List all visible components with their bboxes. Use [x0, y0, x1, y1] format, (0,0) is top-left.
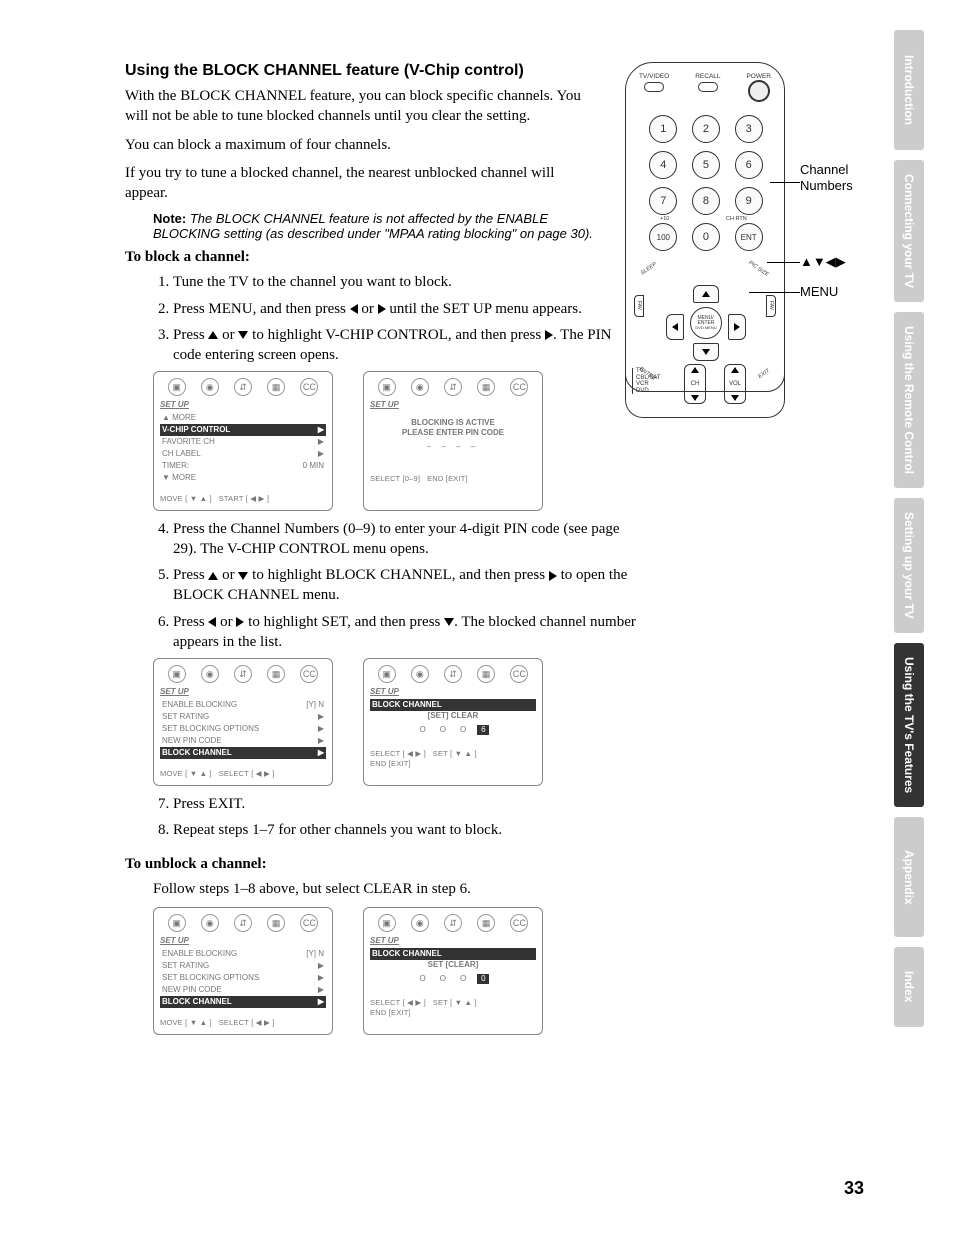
menu-icon: ▣: [378, 378, 396, 396]
remote-num-0: 0: [692, 223, 720, 251]
menu-icon: ▦: [477, 378, 495, 396]
remote-dpad: MENU/ ENTER DVD MENU: [664, 281, 748, 365]
right-arrow-icon: [549, 571, 557, 581]
remote-num-1: 1: [649, 115, 677, 143]
menu-screens-row-2: ▣ ◉ ⇵ ▦ CC SET UP ENABLE BLOCKING[Y] N S…: [153, 658, 830, 785]
menu-icon: ⇵: [444, 665, 462, 683]
note-block: Note: The BLOCK CHANNEL feature is not a…: [153, 211, 603, 241]
menu-icon: ▦: [267, 914, 285, 932]
remote-num-100: 100: [649, 223, 677, 251]
down-arrow-icon: [238, 572, 248, 580]
menu-icon: ⇵: [444, 914, 462, 932]
menu-icon: ◉: [201, 665, 219, 683]
remote-num-6: 6: [735, 151, 763, 179]
menu-icon: ◉: [411, 665, 429, 683]
menu-icon: ◉: [411, 378, 429, 396]
down-arrow-icon: [238, 331, 248, 339]
side-tabs: Introduction Connecting your TV Using th…: [894, 30, 924, 1027]
menu-icon: ▣: [378, 665, 396, 683]
menu-icon: ⇵: [234, 378, 252, 396]
step-5: Press or to highlight BLOCK CHANNEL, and…: [173, 565, 643, 606]
menu-icon: CC: [300, 378, 318, 396]
tab-connecting[interactable]: Connecting your TV: [894, 160, 924, 302]
up-arrow-icon: [208, 331, 218, 339]
menu-icon: CC: [510, 914, 528, 932]
remote-num-8: 8: [692, 187, 720, 215]
menu-screen-block-set: ▣ ◉ ⇵ ▦ CC SET UP BLOCK CHANNEL [SET] CL…: [363, 658, 543, 785]
step-6: Press or to highlight SET, and then pres…: [173, 612, 643, 653]
step-1: Tune the TV to the channel you want to b…: [173, 272, 643, 292]
remote-num-2: 2: [692, 115, 720, 143]
note-label: Note:: [153, 211, 186, 226]
block-steps-list: Tune the TV to the channel you want to b…: [173, 272, 643, 365]
intro-paragraph-2: You can block a maximum of four channels…: [125, 135, 600, 155]
menu-icon: CC: [300, 914, 318, 932]
menu-icon: CC: [510, 665, 528, 683]
tab-index[interactable]: Index: [894, 947, 924, 1027]
menu-icon: ▦: [477, 665, 495, 683]
menu-icon: ⇵: [444, 378, 462, 396]
block-steps-list-end: Press EXIT. Repeat steps 1–7 for other c…: [173, 794, 643, 841]
menu-screens-row-3: ▣ ◉ ⇵ ▦ CC SET UP ENABLE BLOCKING[Y] N S…: [153, 907, 830, 1034]
unblock-channel-heading: To unblock a channel:: [125, 856, 830, 873]
remote-ent: ENT: [735, 223, 763, 251]
remote-num-7: 7: [649, 187, 677, 215]
callout-arrows: ▲▼◀▶: [800, 254, 846, 270]
remote-menu-button: MENU/ ENTER DVD MENU: [690, 307, 722, 339]
right-arrow-icon: [378, 304, 386, 314]
menu-screen-block-list: ▣ ◉ ⇵ ▦ CC SET UP ENABLE BLOCKING[Y] N S…: [153, 658, 333, 785]
remote-num-4: 4: [649, 151, 677, 179]
tab-introduction[interactable]: Introduction: [894, 30, 924, 150]
remote-num-9: 9: [735, 187, 763, 215]
menu-icon: ▦: [267, 378, 285, 396]
menu-icon: ⇵: [234, 665, 252, 683]
tab-appendix[interactable]: Appendix: [894, 817, 924, 937]
remote-num-5: 5: [692, 151, 720, 179]
tab-setup[interactable]: Setting up your TV: [894, 498, 924, 633]
menu-icon: ▣: [168, 378, 186, 396]
menu-icon: ▦: [477, 914, 495, 932]
menu-icon: CC: [300, 665, 318, 683]
menu-screen-setup-vchip: ▣ ◉ ⇵ ▦ CC SET UP ▲ MORE V-CHIP CONTROL▶…: [153, 371, 333, 510]
page-number: 33: [844, 1178, 864, 1199]
menu-icon: ◉: [411, 914, 429, 932]
block-steps-list-cont: Press the Channel Numbers (0–9) to enter…: [173, 519, 643, 653]
unblock-body: Follow steps 1–8 above, but select CLEAR…: [153, 879, 623, 899]
remote-numpad: 1 2 3 4 5 6 7 8 9 100 0 ENT: [646, 115, 766, 251]
menu-icon: ▦: [267, 665, 285, 683]
intro-paragraph-3: If you try to tune a blocked channel, th…: [125, 163, 600, 204]
up-arrow-icon: [208, 572, 218, 580]
right-arrow-icon: [545, 330, 553, 340]
down-arrow-icon: [444, 618, 454, 626]
note-body: The BLOCK CHANNEL feature is not affecte…: [153, 211, 593, 241]
menu-icon: ▣: [168, 914, 186, 932]
tab-features[interactable]: Using the TV's Features: [894, 643, 924, 807]
step-7: Press EXIT.: [173, 794, 643, 814]
menu-icon: ▣: [168, 665, 186, 683]
tab-remote[interactable]: Using the Remote Control: [894, 312, 924, 488]
intro-paragraph-1: With the BLOCK CHANNEL feature, you can …: [125, 86, 600, 127]
menu-icon: CC: [510, 378, 528, 396]
step-4: Press the Channel Numbers (0–9) to enter…: [173, 519, 643, 560]
callout-menu: MENU: [800, 284, 838, 299]
step-8: Repeat steps 1–7 for other channels you …: [173, 820, 643, 840]
left-arrow-icon: [350, 304, 358, 314]
step-2: Press MENU, and then press or until the …: [173, 299, 643, 319]
callout-channel-numbers: Channel Numbers: [800, 162, 885, 193]
menu-screen-pin-entry: ▣ ◉ ⇵ ▦ CC SET UP BLOCKING IS ACTIVE PLE…: [363, 371, 543, 510]
step-3: Press or to highlight V-CHIP CONTROL, an…: [173, 325, 643, 366]
menu-icon: ◉: [201, 914, 219, 932]
menu-icon: ◉: [201, 378, 219, 396]
remote-diagram: TV/VIDEO RECALL POWER 1 2 3 4 5 6 7 8 9 …: [625, 62, 885, 392]
menu-icon: ⇵: [234, 914, 252, 932]
remote-num-3: 3: [735, 115, 763, 143]
menu-icon: ▣: [378, 914, 396, 932]
menu-screen-block-list-2: ▣ ◉ ⇵ ▦ CC SET UP ENABLE BLOCKING[Y] N S…: [153, 907, 333, 1034]
menu-screen-block-clear: ▣ ◉ ⇵ ▦ CC SET UP BLOCK CHANNEL SET [CLE…: [363, 907, 543, 1034]
